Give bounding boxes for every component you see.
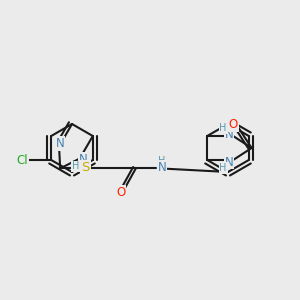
Text: Cl: Cl [16,154,28,166]
Text: H: H [158,157,166,166]
Text: S: S [81,161,90,174]
Text: N: N [225,155,233,169]
Text: N: N [56,137,64,150]
Text: H: H [219,163,227,173]
Text: O: O [116,186,125,199]
Text: H: H [219,123,227,133]
Text: H: H [72,161,80,171]
Text: O: O [229,118,238,131]
Text: N: N [225,128,233,140]
Text: N: N [78,153,87,166]
Text: N: N [158,161,166,174]
